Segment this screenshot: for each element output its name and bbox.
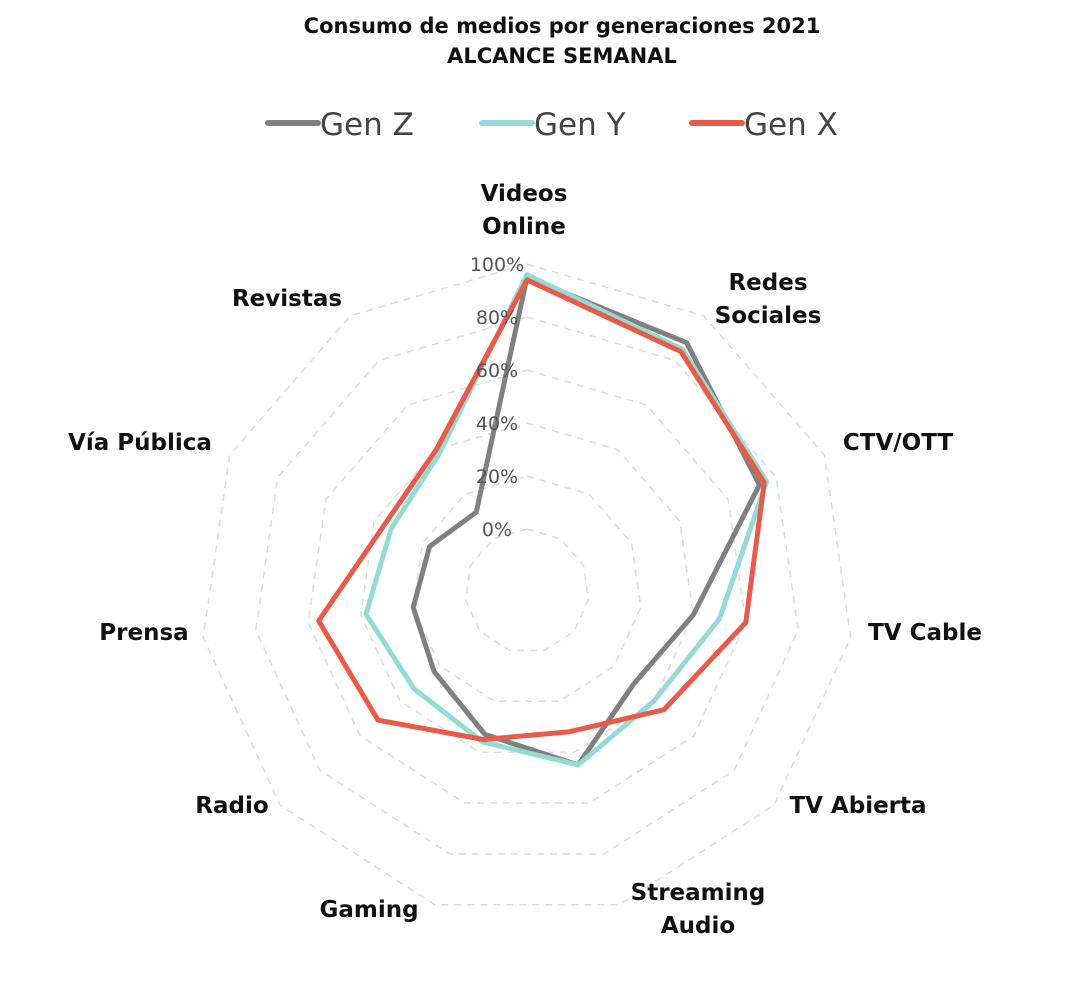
legend-label-gen-x: Gen X: [744, 107, 838, 143]
category-label-tv-cable: TV Cable: [868, 620, 982, 646]
grid-ring-100: [202, 263, 852, 906]
radar-grid: [202, 263, 852, 906]
chart-subtitle: ALCANCE SEMANAL: [447, 44, 677, 68]
grid-ring-20: [412, 475, 642, 703]
tick-label-40: 40%: [476, 413, 518, 435]
category-label-redes-sociales: Redes Sociales: [715, 270, 822, 329]
category-label-radio: Radio: [195, 793, 268, 819]
series-line-gen-x: [316, 277, 767, 742]
legend: Gen Z Gen Y Gen X: [265, 107, 838, 143]
series-line-gen-y: [363, 272, 770, 768]
tick-label-100: 100%: [470, 254, 524, 276]
tick-label-60: 60%: [476, 360, 518, 382]
category-labels: Videos Online Redes Sociales CTV/OTT TV Cable…: [68, 181, 982, 939]
series-line-gen-z: [410, 274, 762, 768]
category-label-prensa: Prensa: [99, 620, 188, 646]
tick-label-80: 80%: [476, 307, 518, 329]
category-label-revistas: Revistas: [232, 286, 342, 312]
category-label-via-publica: Vía Pública: [68, 430, 212, 456]
legend-label-gen-z: Gen Z: [320, 107, 414, 143]
category-label-tv-abierta: TV Abierta: [789, 793, 926, 819]
legend-label-gen-y: Gen Y: [534, 107, 626, 143]
category-label-gaming: Gaming: [319, 897, 418, 923]
radial-ticks: 0% 20% 40% 60% 80% 100%: [470, 254, 524, 541]
tick-label-20: 20%: [476, 466, 518, 488]
grid-ring-0: [464, 528, 590, 652]
chart-title: Consumo de medios por generaciones 2021: [304, 14, 821, 38]
grid-ring-80: [255, 316, 799, 855]
tick-label-0: 0%: [482, 519, 512, 541]
category-label-streaming-audio: Streaming Audio: [631, 880, 766, 939]
category-label-videos-online: Videos Online: [481, 181, 568, 240]
radar-series: [316, 272, 770, 768]
category-label-ctv-ott: CTV/OTT: [843, 430, 954, 456]
grid-ring-40: [359, 422, 695, 753]
